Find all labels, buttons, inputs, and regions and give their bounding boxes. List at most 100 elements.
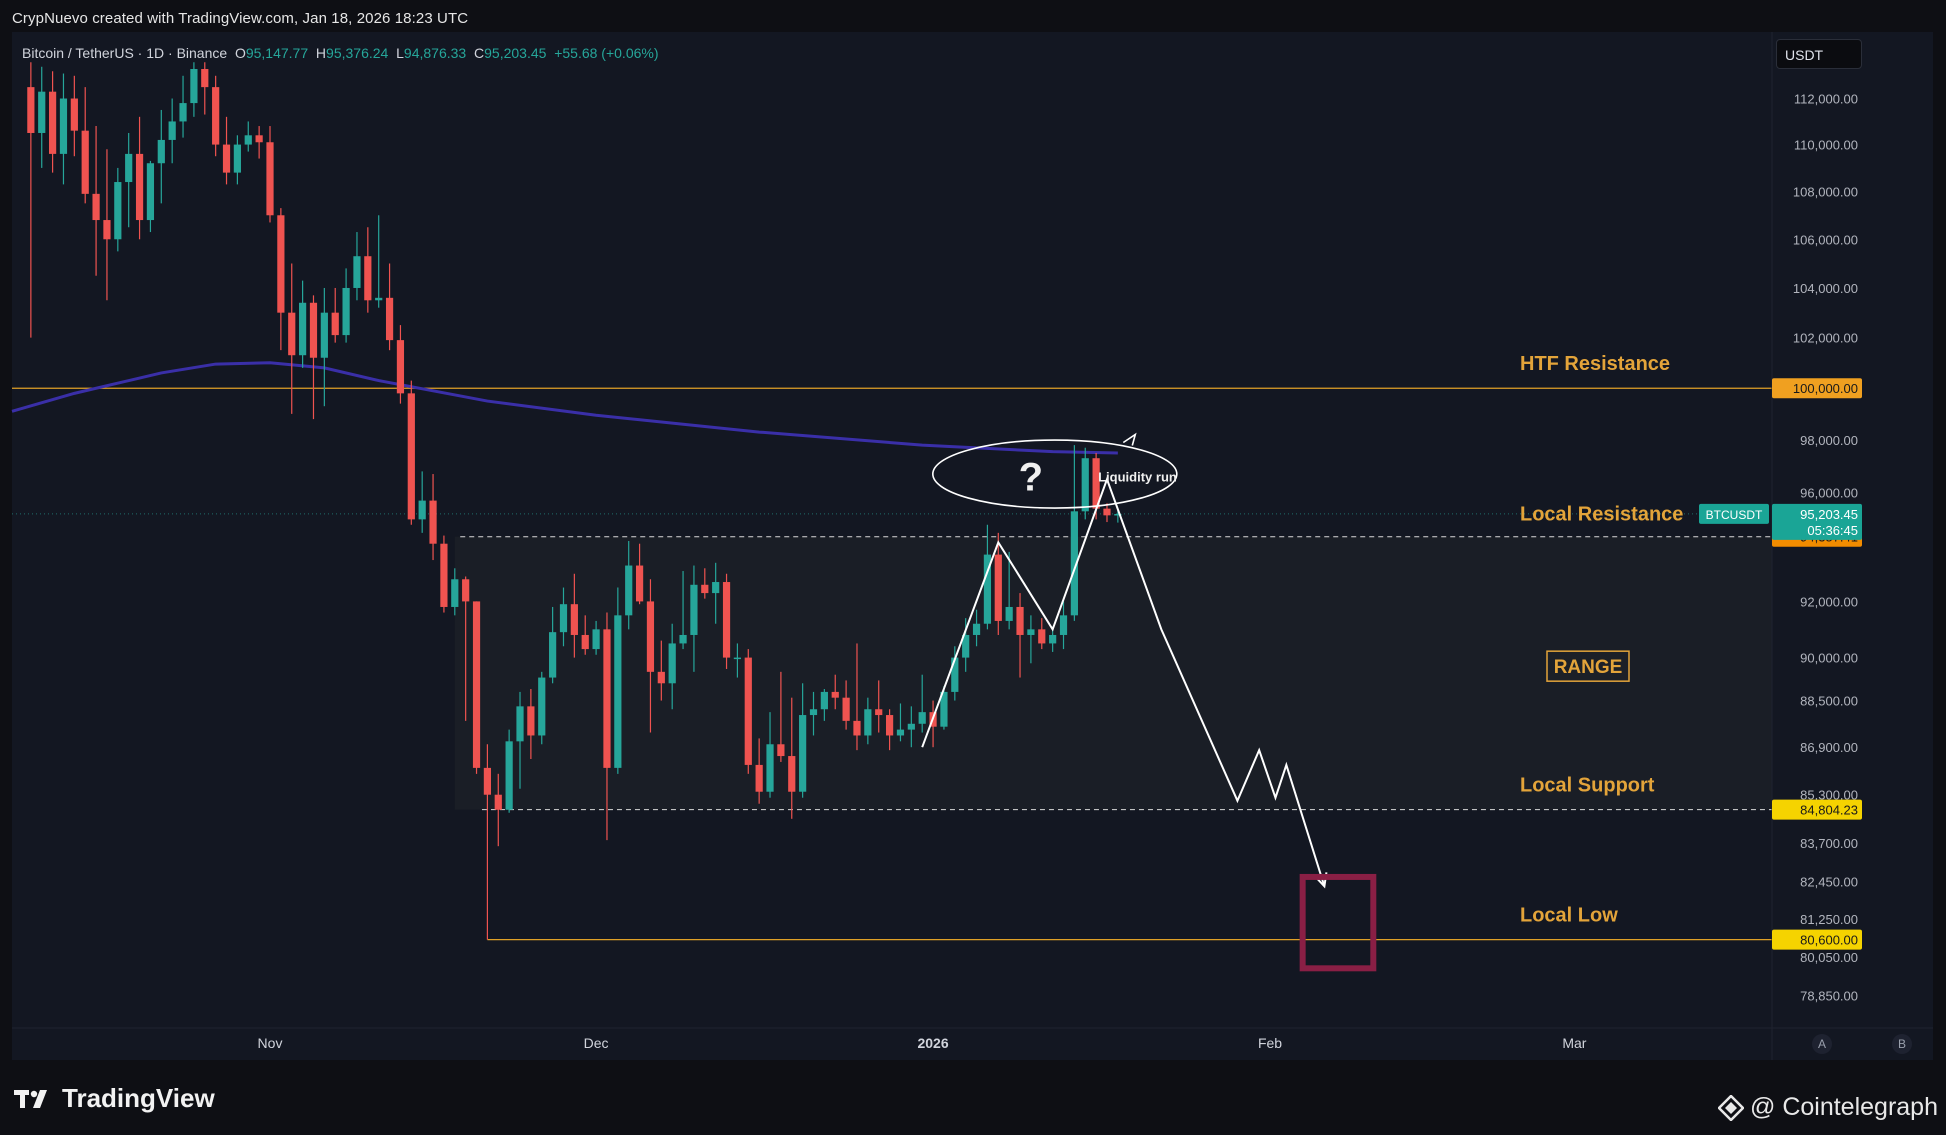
candle [592,620,600,655]
candle [483,744,491,940]
candle [777,671,785,762]
candle-body [451,579,459,607]
candle [505,729,513,813]
high-label: H [315,45,327,61]
candle-body [1016,606,1024,635]
candle [38,66,46,168]
candle [135,116,144,240]
symbol-tag-label: BTCUSDT [1706,508,1763,522]
candle [277,208,285,351]
candle [962,618,970,672]
candle-body [994,554,1002,621]
candle-body [190,69,198,104]
candle [1103,503,1111,523]
candle-body [342,287,350,336]
level-label-local-resistance: Local Resistance [1520,504,1683,526]
candle [353,232,361,301]
candle-body [951,657,959,692]
candle-body [940,691,948,727]
candle-body [353,256,361,288]
last-price-tag-bg [1772,503,1862,540]
candle [766,712,774,798]
candle-body [570,604,578,635]
symbol-legend[interactable]: Bitcoin / TetherUS · 1D · Binance O95,14… [22,45,659,61]
candle-body [712,582,720,594]
currency-selector[interactable]: USDT [1776,39,1862,69]
candle-body [1049,634,1057,644]
candle-body [364,256,372,301]
price-tag-label: 100,000.00 [1793,381,1858,396]
candle [320,287,328,407]
candle-body [722,582,731,658]
candle [49,71,57,173]
candle [190,62,198,117]
y-tick-label: 80,050.00 [1800,950,1858,965]
cointelegraph-watermark: @ Cointelegraph [1718,1093,1938,1122]
candle [364,227,372,313]
candle [1081,447,1089,520]
moving-average-line [11,361,1118,455]
candle [712,562,720,624]
candle-body [212,87,220,145]
candle [951,646,959,701]
candle-body [549,632,557,678]
candle-body [331,312,339,336]
candle [309,295,318,420]
candle-body [103,220,111,240]
symbol-tag-bg [1699,503,1769,524]
candle [701,568,709,599]
candle [559,587,568,647]
close-value: 95,203.45 [484,45,547,61]
candle [875,680,883,733]
auto-scale-button[interactable]: A [1812,1034,1832,1054]
candle-body [320,312,328,358]
change-value: +55.68 (+0.06%) [554,45,659,61]
scale-toggle-button[interactable]: B [1892,1034,1912,1054]
candle-body [603,629,611,768]
candle [744,649,752,774]
candle [1027,615,1035,664]
candle-body [396,340,405,394]
candle [342,268,350,343]
candle-body [690,584,698,635]
candle [212,75,220,157]
candle-body [179,103,187,122]
y-tick-label: 108,000.00 [1793,184,1858,199]
candle [864,697,872,745]
candle-body [614,615,622,768]
last-price-label: 95,203.45 [1800,507,1858,522]
x-tick-label: Mar [1562,1035,1586,1051]
y-tick-label: 90,000.00 [1800,651,1858,666]
candle [885,709,894,751]
candle-body [755,764,763,792]
candle [59,73,68,185]
range-label-box [1546,650,1630,682]
candle [842,680,850,730]
level-label-local-low: Local Low [1520,905,1618,927]
candle-body [49,91,57,154]
candle [451,568,459,616]
candle [70,75,78,157]
tradingview-logo[interactable]: TradingView [14,1083,215,1114]
candle [1038,618,1046,650]
candle-body [983,554,992,624]
open-label: O [234,45,246,61]
candle [809,691,818,736]
candle [385,263,394,351]
candle [549,606,557,684]
candle-body [831,691,839,698]
candle [972,609,981,647]
target-zone-box [1299,873,1377,972]
y-tick-label: 78,850.00 [1800,989,1858,1004]
candle [114,167,122,252]
candle-body [309,302,318,358]
candle [201,62,209,115]
candle [853,643,861,751]
candle [983,524,992,630]
candle [538,671,546,745]
candle-body [244,135,252,145]
candle-body [885,715,894,736]
candle-body [918,712,926,724]
candle-body [581,634,589,650]
